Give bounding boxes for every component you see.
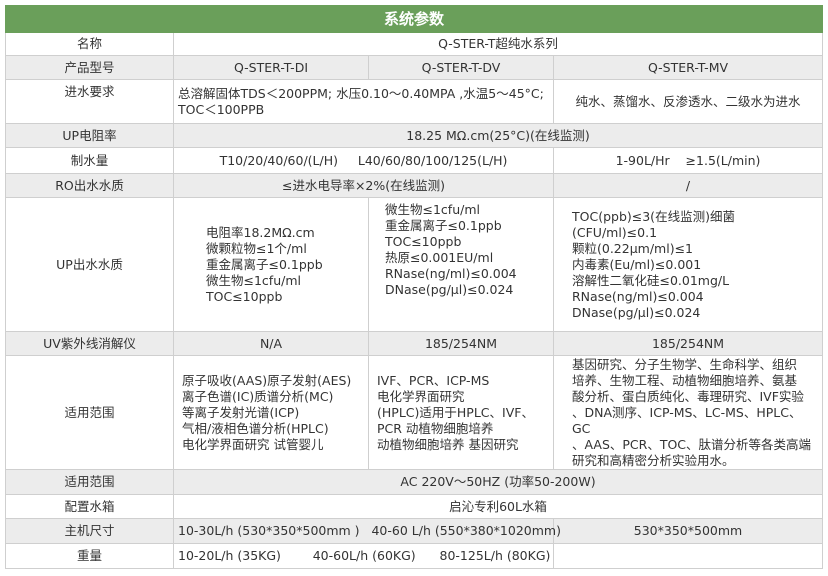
cell: 基因研究、分子生物学、生命科学、组织 培养、生物工程、动植物细胞培养、氨基 酸分… <box>552 355 824 470</box>
row-label: 适用范围 <box>5 355 174 470</box>
row-name: 名称 Q-STER-T超纯水系列 <box>5 32 824 56</box>
cell: / <box>552 173 824 198</box>
row-up-quality: UP出水水质 电阻率18.2MΩ.cm 微颗粒物≤1个/ml 重金属离子≤0.1… <box>5 197 824 332</box>
cell: N/A <box>173 331 369 356</box>
cell: Q-STER-T-DI <box>173 55 369 80</box>
row-label: 配置水箱 <box>5 494 174 519</box>
cell <box>552 543 824 569</box>
row-label: 产品型号 <box>5 55 174 80</box>
cell: 原子吸收(AAS)原子发射(AES) 离子色谱(IC)质谱分析(MC) 等离子发… <box>173 355 369 470</box>
row-resistivity: UP电阻率 18.25 MΩ.cm(25°C)(在线监测) <box>5 123 824 148</box>
cell: Q-STER-T超纯水系列 <box>172 32 824 56</box>
row-power: 适用范围 AC 220V～50HZ (功率50-200W) <box>5 469 824 495</box>
row-label: UP出水水质 <box>5 197 174 332</box>
cell: IVF、PCR、ICP-MS 电化学界面研究 (HPLC)适用于HPLC、IVF… <box>368 355 554 470</box>
row-tank: 配置水箱 启沁专利60L水箱 <box>5 494 824 519</box>
row-label: 主机尺寸 <box>5 518 174 544</box>
row-uv: UV紫外线消解仪 N/A 185/254NM 185/254NM <box>5 331 824 356</box>
row-model: 产品型号 Q-STER-T-DI Q-STER-T-DV Q-STER-T-MV <box>5 55 824 80</box>
cell: 1-90L/Hr ≥1.5(L/min) <box>552 147 824 174</box>
row-ro-quality: RO出水水质 ≤进水电导率×2%(在线监测) / <box>5 173 824 198</box>
cell: TOC(ppb)≤3(在线监测)细菌 (CFU/ml)≤0.1 颗粒(0.22μ… <box>552 197 824 332</box>
row-label: 进水要求 <box>5 79 174 124</box>
cell: 总溶解固体TDS＜200PPM; 水压0.10～0.40MPA ,水温5～45°… <box>173 79 554 124</box>
cell: 185/254NM <box>368 331 554 356</box>
row-label: UP电阻率 <box>5 123 174 148</box>
row-label: RO出水水质 <box>5 173 174 198</box>
row-label: 适用范围 <box>5 469 174 495</box>
cell: 纯水、蒸馏水、反渗透水、二级水为进水 <box>552 79 824 124</box>
cell: 10-20L/h (35KG) 40-60L/h (60KG) 80-125L/… <box>173 543 554 569</box>
table-title: 系统参数 <box>4 5 824 33</box>
cell: 10-30L/h (530*350*500mm ) 40-60 L/h (550… <box>173 518 561 544</box>
cell: AC 220V～50HZ (功率50-200W) <box>172 469 824 495</box>
cell: Q-STER-T-DV <box>368 55 554 80</box>
cell: 185/254NM <box>552 331 824 356</box>
row-inlet: 进水要求 总溶解固体TDS＜200PPM; 水压0.10～0.40MPA ,水温… <box>5 79 824 124</box>
row-production: 制水量 T10/20/40/60/(L/H) L40/60/80/100/125… <box>5 147 824 174</box>
row-label: 制水量 <box>5 147 174 174</box>
cell: 18.25 MΩ.cm(25°C)(在线监测) <box>172 123 824 148</box>
cell: ≤进水电导率×2%(在线监测) <box>173 173 554 198</box>
system-parameters-table: 系统参数 名称 Q-STER-T超纯水系列 产品型号 Q-STER-T-DI Q… <box>4 5 824 569</box>
row-label: 名称 <box>5 32 174 56</box>
cell: 电阻率18.2MΩ.cm 微颗粒物≤1个/ml 重金属离子≤0.1ppb 微生物… <box>173 197 369 332</box>
cell: 530*350*500mm <box>552 518 824 544</box>
cell: 启沁专利60L水箱 <box>172 494 824 519</box>
cell: T10/20/40/60/(L/H) L40/60/80/100/125(L/H… <box>173 147 554 174</box>
row-size: 主机尺寸 10-30L/h (530*350*500mm ) 40-60 L/h… <box>5 518 824 544</box>
cell: 微生物≤1cfu/ml 重金属离子≤0.1ppb TOC≤10ppb 热原≤0.… <box>368 197 554 332</box>
row-weight: 重量 10-20L/h (35KG) 40-60L/h (60KG) 80-12… <box>5 543 824 569</box>
row-label: 重量 <box>5 543 174 569</box>
row-application: 适用范围 原子吸收(AAS)原子发射(AES) 离子色谱(IC)质谱分析(MC)… <box>5 355 824 470</box>
cell: Q-STER-T-MV <box>552 55 824 80</box>
row-label: UV紫外线消解仪 <box>5 331 174 356</box>
